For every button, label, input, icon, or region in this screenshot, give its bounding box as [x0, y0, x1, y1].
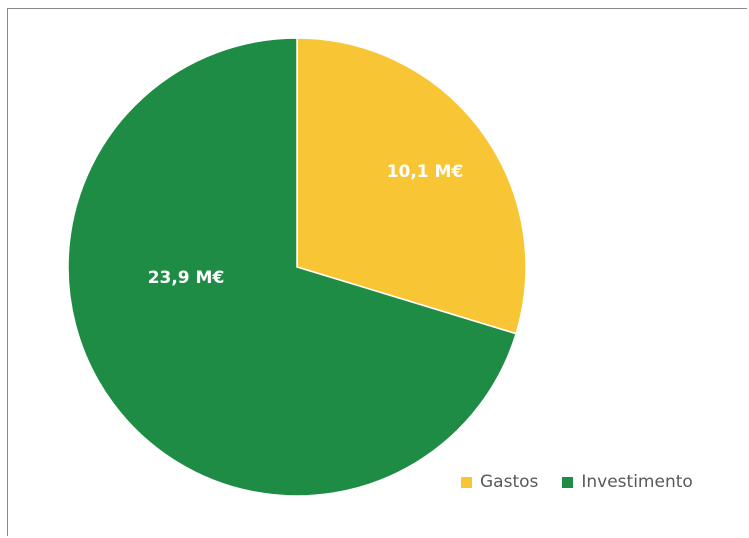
legend-item-gastos: Gastos — [461, 472, 538, 492]
legend-label-gastos: Gastos — [480, 472, 539, 492]
legend-swatch-investimento — [562, 476, 574, 488]
pie-slice-gastos — [296, 37, 527, 335]
legend-item-investimento: Investimento — [562, 472, 693, 492]
pie-slice-investimento — [67, 37, 517, 497]
data-label-investimento: 23,9 M€ — [148, 268, 225, 288]
legend-label-investimento: Investimento — [581, 472, 693, 492]
legend: Gastos Investimento — [461, 472, 693, 492]
legend-swatch-gastos — [461, 476, 472, 488]
data-label-gastos: 10,1 M€ — [387, 162, 464, 182]
pie-slices — [67, 37, 527, 497]
